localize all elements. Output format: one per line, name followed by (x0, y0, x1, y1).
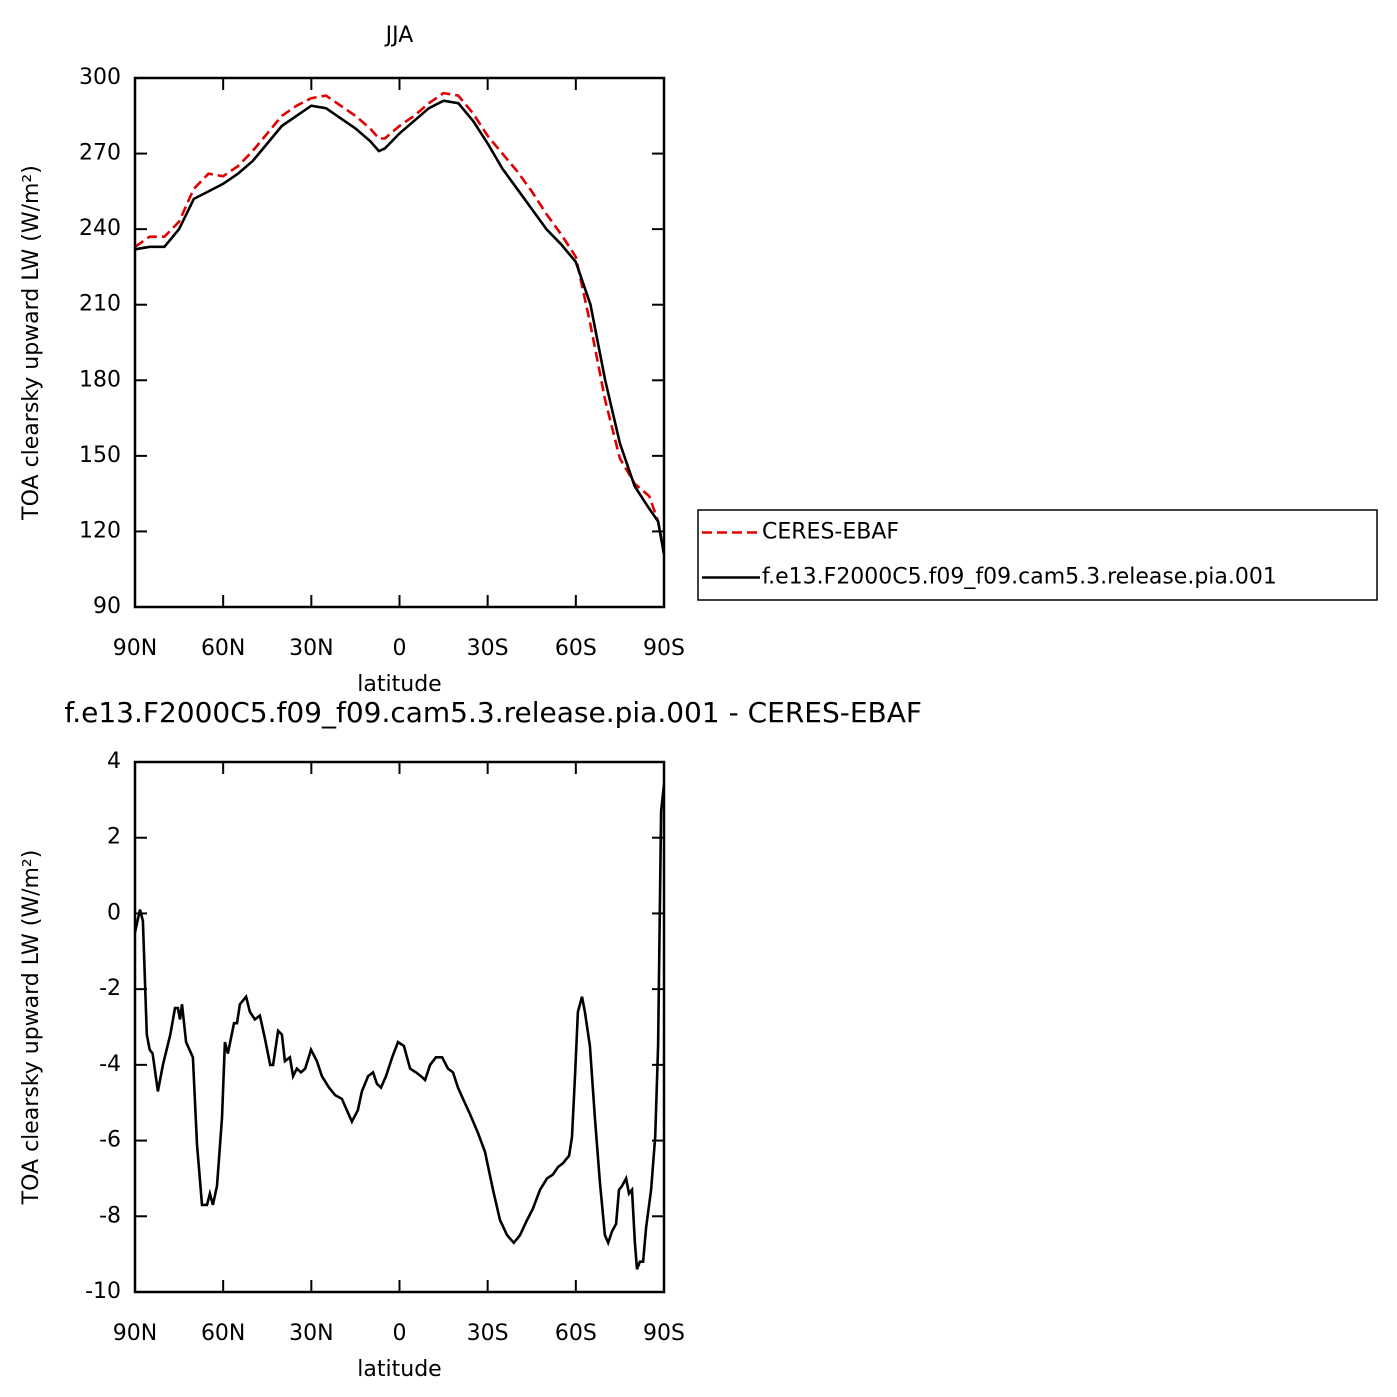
y-tick-label: 150 (79, 443, 121, 468)
y-tick-label: 90 (93, 594, 121, 619)
y-tick-label: 120 (79, 518, 121, 543)
y-tick-label: 4 (107, 749, 121, 774)
y-tick-label: 0 (107, 900, 121, 925)
chart-title: f.e13.F2000C5.f09_f09.cam5.3.release.pia… (64, 696, 922, 729)
y-tick-label: -6 (99, 1128, 121, 1153)
x-tick-label: 60N (201, 1321, 245, 1346)
y-tick-label: -10 (85, 1279, 121, 1304)
plot-frame (133, 760, 666, 1294)
y-axis-label: TOA clearsky upward LW (W/m²) (19, 165, 44, 521)
legend-label: f.e13.F2000C5.f09_f09.cam5.3.release.pia… (762, 565, 1277, 590)
x-tick-label: 30S (467, 636, 509, 661)
legend-box (697, 509, 1378, 601)
legend-label: CERES-EBAF (762, 520, 899, 545)
plot-frame (133, 76, 666, 609)
y-tick-label: 270 (79, 141, 121, 166)
x-tick-label: 90S (643, 1321, 685, 1346)
x-tick-label: 90N (113, 636, 157, 661)
x-axis-label: latitude (357, 672, 441, 697)
y-tick-label: -2 (99, 976, 121, 1001)
data-line (134, 99, 666, 555)
y-axis-label: TOA clearsky upward LW (W/m²) (19, 850, 44, 1206)
x-tick-label: 30S (467, 1321, 509, 1346)
x-tick-label: 60S (555, 636, 597, 661)
y-tick-label: -4 (99, 1052, 121, 1077)
x-tick-label: 90N (113, 1321, 157, 1346)
x-tick-label: 60S (555, 1321, 597, 1346)
y-tick-label: -8 (99, 1203, 121, 1228)
x-tick-label: 30N (289, 1321, 333, 1346)
x-tick-label: 0 (393, 1321, 407, 1346)
y-tick-label: 180 (79, 367, 121, 392)
x-tick-label: 30N (289, 636, 333, 661)
chart-title: JJA (384, 23, 414, 48)
y-tick-label: 2 (107, 825, 121, 850)
x-tick-label: 60N (201, 636, 245, 661)
x-axis-label: latitude (357, 1357, 441, 1382)
y-tick-label: 300 (79, 65, 121, 90)
x-tick-label: 90S (643, 636, 685, 661)
y-tick-label: 240 (79, 216, 121, 241)
data-line (133, 784, 666, 1270)
x-tick-label: 0 (393, 636, 407, 661)
y-tick-label: 210 (79, 292, 121, 317)
data-line (134, 91, 666, 555)
